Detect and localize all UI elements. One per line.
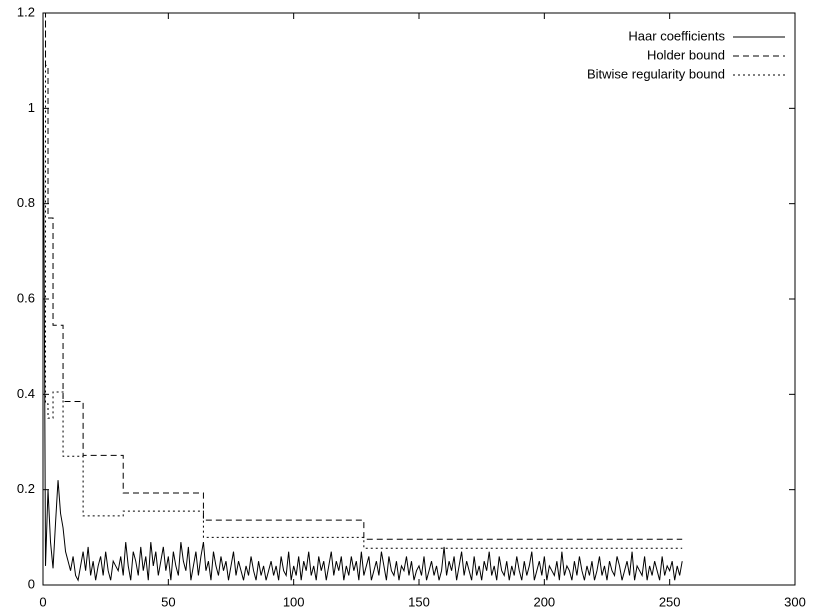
y-tick-label: 0.4 xyxy=(17,386,35,401)
y-tick-label: 0.6 xyxy=(17,290,35,305)
y-tick-label: 0.2 xyxy=(17,481,35,496)
series-line xyxy=(43,12,683,540)
series-line xyxy=(42,12,683,582)
x-tick-label: 50 xyxy=(161,594,175,609)
x-tick-label: 200 xyxy=(533,594,555,609)
x-tick-label: 250 xyxy=(659,594,681,609)
legend-label: Haar coefficients xyxy=(628,28,725,43)
x-tick-label: 300 xyxy=(784,594,806,609)
legend-label: Bitwise regularity bound xyxy=(587,66,725,81)
y-tick-label: 0 xyxy=(28,576,35,591)
legend-label: Holder bound xyxy=(647,47,725,62)
x-tick-label: 100 xyxy=(283,594,305,609)
series-line xyxy=(43,12,683,549)
y-tick-label: 0.8 xyxy=(17,195,35,210)
y-tick-label: 1.2 xyxy=(17,4,35,19)
plot-frame xyxy=(42,12,796,586)
x-tick-label: 150 xyxy=(408,594,430,609)
y-tick-label: 1 xyxy=(28,100,35,115)
x-tick-label: 0 xyxy=(39,594,46,609)
